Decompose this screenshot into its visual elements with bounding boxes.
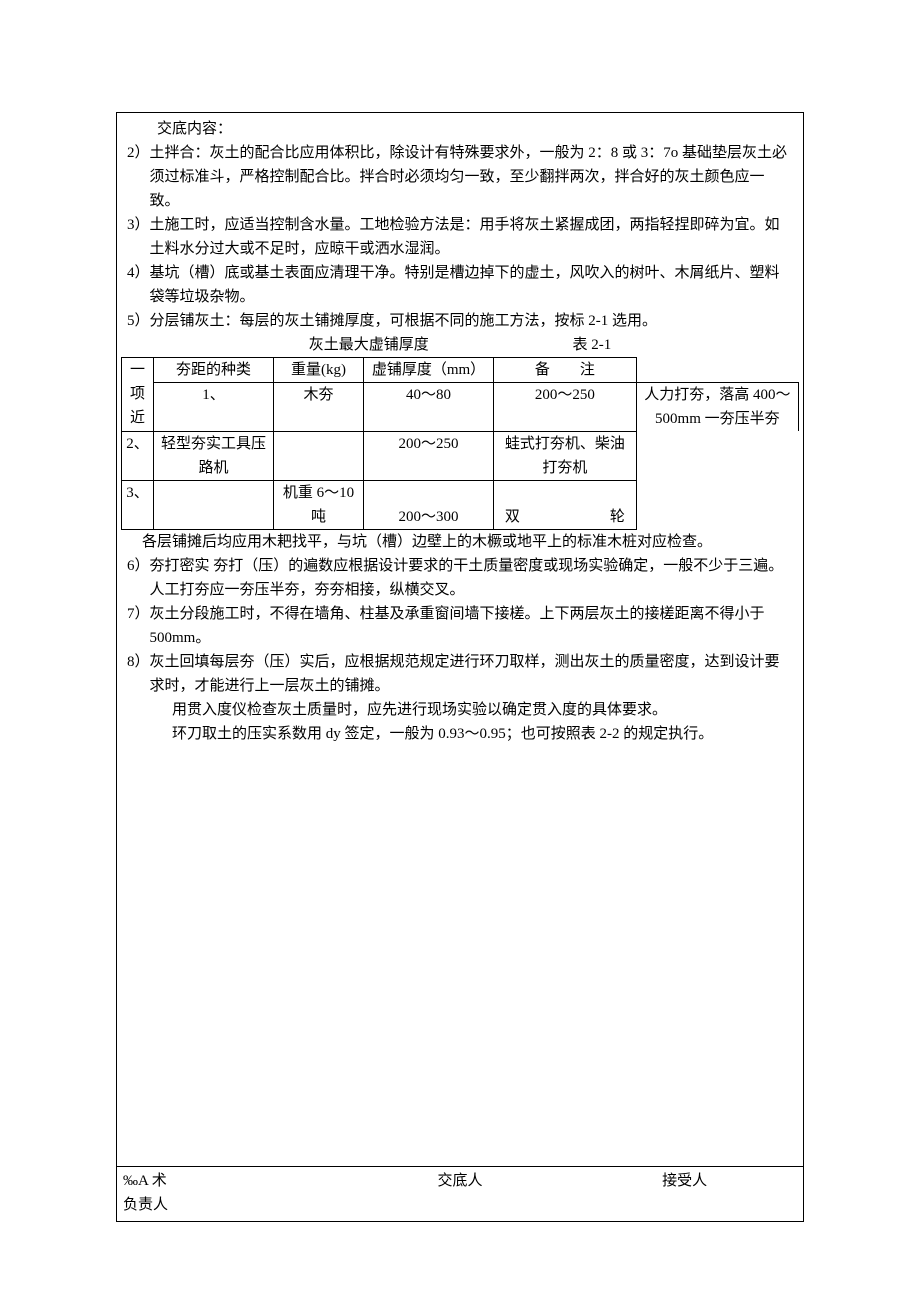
th-thickness: 虚铺厚度（mm） (364, 358, 494, 383)
footer-row: ‰A 术 交底人 接受人 负责人 (117, 1166, 803, 1221)
cell-r3c3: 200～300 (364, 480, 494, 529)
table-title-row: 灰土最大虚铺厚度 表 2-1 (121, 333, 799, 357)
item-8a: 用贯入度仪检查灰土质量时，应先进行现场实验以确定贯入度的具体要求。 (121, 698, 799, 722)
item-5: 5）分层铺灰土：每层的灰土铺摊厚度，可根据不同的施工方法，按标 2-1 选用。 (121, 309, 799, 333)
table-number: 表 2-1 (573, 333, 612, 357)
cell-r3c0: 3、 (122, 480, 154, 529)
cell-r1c2: 40～80 (364, 383, 494, 432)
header-label: 交底内容： (121, 117, 799, 141)
cell-r3c1 (154, 480, 274, 529)
item-3: 3）土施工时，应适当控制含水量。工地检验方法是：用手将灰土紧握成团，两指轻捏即碎… (121, 213, 799, 261)
cell-r2c0: 2、 (122, 431, 154, 480)
content-area: 交底内容： 2）土拌合：灰土的配合比应用体积比，除设计有特殊要求外，一般为 2：… (117, 113, 803, 1166)
table-row: 2、 轻型夯实工具压路机 200～250 蛙式打夯机、柴油打夯机 (122, 431, 799, 480)
cell-r1c4: 人力打夯，落高 400～500mm 一夯压半夯 (636, 383, 798, 432)
footer-right: 接受人 (572, 1169, 797, 1193)
cell-r2c3: 200～250 (364, 431, 494, 480)
item-4: 4）基坑（槽）底或基土表面应清理干净。特别是槽边掉下的虚土，风吹入的树叶、木屑纸… (121, 261, 799, 309)
item-8: 8）灰土回填每层夯（压）实后，应根据规范规定进行环刀取样，测出灰土的质量密度，达… (121, 650, 799, 698)
table-title: 灰土最大虚铺厚度 (309, 333, 429, 357)
item-2: 2）土拌合：灰土的配合比应用体积比，除设计有特殊要求外，一般为 2：8 或 3：… (121, 141, 799, 213)
footer-mid: 交底人 (348, 1169, 573, 1193)
after-table-note: 各层铺摊后均应用木耙找平，与坑（槽）边壁上的木橛或地平上的标准木桩对应检查。 (121, 530, 799, 554)
item-6: 6）夯打密实 夯打（压）的遍数应根据设计要求的干土质量密度或现场实验确定，一般不… (121, 554, 799, 602)
table-head-row: 一项近 夯距的种类 重量(kg) 虚铺厚度（mm） 备 注 (122, 358, 799, 383)
item-7: 7）灰土分段施工时，不得在墙角、柱基及承重窗间墙下接槎。上下两层灰土的接槎距离不… (121, 602, 799, 650)
cell-r1c3: 200～250 (494, 383, 637, 432)
table-row: 3、 机重 6～10 吨 200～300 双 轮 (122, 480, 799, 529)
cell-r3c2: 机重 6～10 吨 (274, 480, 364, 529)
document-frame: 交底内容： 2）土拌合：灰土的配合比应用体积比，除设计有特殊要求外，一般为 2：… (116, 112, 804, 1222)
cell-r1c0: 1、 (154, 383, 274, 432)
thickness-table: 一项近 夯距的种类 重量(kg) 虚铺厚度（mm） 备 注 1、 木夯 40～8… (121, 357, 799, 530)
cell-r1c1: 木夯 (274, 383, 364, 432)
th-index: 一项近 (122, 358, 154, 432)
blank-space (121, 746, 799, 1166)
footer-left2: 负责人 (123, 1193, 797, 1217)
th-type: 夯距的种类 (154, 358, 274, 383)
cell-r2c1: 轻型夯实工具压路机 (154, 431, 274, 480)
th-note: 备 注 (494, 358, 637, 383)
item-8b: 环刀取土的压实系数用 dy 签定，一般为 0.93～0.95；也可按照表 2-2… (121, 722, 799, 746)
cell-r2c4: 蛙式打夯机、柴油打夯机 (494, 431, 637, 480)
footer-left: ‰A 术 (123, 1169, 348, 1193)
th-weight: 重量(kg) (274, 358, 364, 383)
table-row: 1、 木夯 40～80 200～250 人力打夯，落高 400～500mm 一夯… (122, 383, 799, 432)
cell-r3c4: 双 轮 (494, 480, 637, 529)
cell-r2c2 (274, 431, 364, 480)
